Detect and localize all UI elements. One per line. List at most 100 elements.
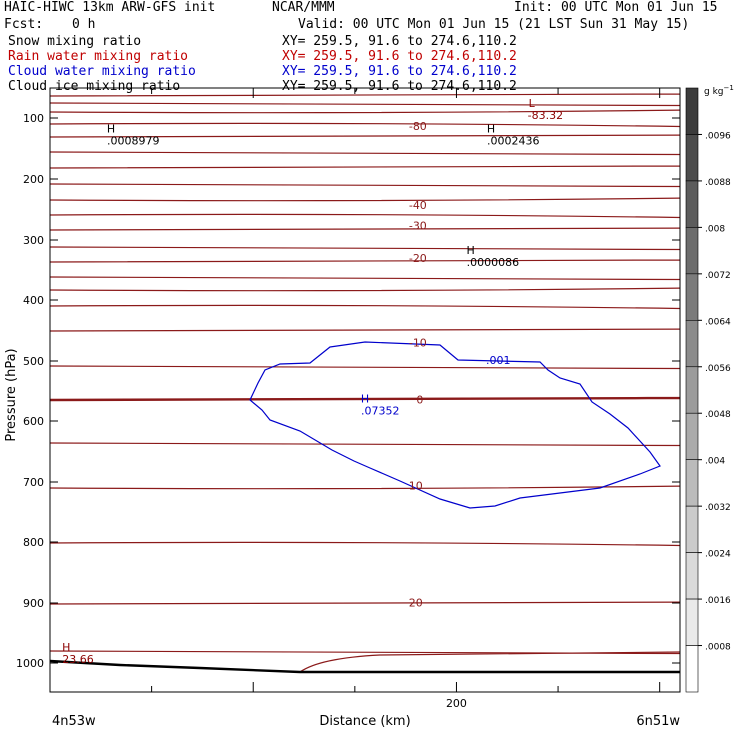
init-time: Init: 00 UTC Mon 01 Jun 15	[514, 0, 718, 15]
extremum-value: .0008979	[107, 135, 160, 148]
isotherm-line	[49, 102, 681, 107]
colorbar-unit: g kg−1	[704, 84, 734, 97]
isotherm-line	[49, 601, 681, 605]
field-snow-xy: XY= 259.5, 91.6 to 274.6,110.2	[282, 34, 517, 49]
model-title: HAIC-HIWC 13km ARW-GFS init	[4, 0, 216, 15]
isotherm-label: 20	[409, 596, 423, 609]
extremum-marker: H	[487, 123, 495, 136]
colorbar-label: .0096	[705, 131, 731, 141]
isotherm-line	[49, 485, 681, 490]
valid-time: Valid: 00 UTC Mon 01 Jun 15 (21 LST Sun …	[298, 17, 690, 32]
isotherm-label: -80	[409, 120, 427, 133]
isotherm-label: -30	[409, 219, 427, 232]
colorbar-cell	[685, 645, 699, 693]
field-cloudice-xy: XY= 259.5, 91.6 to 274.6,110.2	[282, 79, 517, 94]
colorbar-label: .0088	[705, 178, 731, 188]
terrain-surface	[49, 659, 680, 674]
isotherm-line	[49, 304, 681, 310]
extremum-value: .0002436	[487, 135, 540, 148]
cloud-water-contour-line	[249, 341, 661, 509]
field-cloudwater-name: Cloud water mixing ratio	[8, 64, 196, 79]
colorbar-cell	[685, 366, 699, 414]
isotherm-line	[49, 151, 681, 156]
extremum-value: -83.32	[528, 109, 563, 122]
isotherm-line	[49, 259, 681, 263]
isotherm-line	[49, 183, 681, 188]
cloud-water-contour	[249, 341, 661, 509]
y-tick-label: 400	[23, 294, 44, 307]
cloud-contour-label: .001	[486, 354, 511, 367]
colorbar-cell	[685, 180, 699, 228]
isotherm-line	[49, 396, 681, 402]
isotherm-line	[49, 134, 681, 138]
isotherm-label: -10	[409, 337, 427, 350]
colorbar-cell	[685, 227, 699, 275]
isotherm-line	[49, 93, 681, 97]
colorbar: .0096 .0088 .008 .0072 .0064 .0056 .0048 .004 .0…	[685, 87, 731, 693]
terrain-line	[49, 659, 680, 674]
extremum-value: 23.66	[62, 653, 94, 666]
colorbar-label: .0064	[705, 317, 731, 327]
colorbar-cell	[685, 320, 699, 368]
colorbar-cell	[685, 598, 699, 646]
colorbar-cell	[685, 87, 699, 135]
extremum-value: .07352	[361, 404, 400, 417]
isotherm-line	[49, 442, 681, 447]
extremum-marker: H	[62, 641, 70, 654]
colorbar-cell	[685, 412, 699, 460]
field-snow-name: Snow mixing ratio	[8, 34, 142, 49]
colorbar-cell	[685, 505, 699, 553]
isotherm-line	[49, 165, 681, 169]
isotherm-line	[49, 246, 681, 251]
field-rain-xy: XY= 259.5, 91.6 to 274.6,110.2	[282, 49, 517, 64]
y-tick-label: 300	[23, 234, 44, 247]
x-tick-label: 200	[446, 697, 467, 710]
y-axis-label: Pressure (hPa)	[4, 348, 19, 441]
extremum-marker: H	[107, 123, 115, 136]
isotherm-label: -20	[409, 252, 427, 265]
y-tick-label: 700	[23, 476, 44, 489]
colorbar-cell	[685, 134, 699, 182]
colorbar-label: .0016	[705, 596, 731, 606]
org-label: NCAR/MMM	[272, 0, 335, 15]
x-axis-label: Distance (km)	[319, 714, 410, 729]
isotherm-line	[49, 365, 681, 370]
isotherm-label: 10	[409, 480, 423, 493]
isotherm-line	[49, 109, 681, 114]
extremum-marker: L	[529, 97, 536, 110]
isotherm-line	[49, 197, 681, 202]
colorbar-cell	[685, 273, 699, 321]
field-cloudwater-xy: XY= 259.5, 91.6 to 274.6,110.2	[282, 64, 517, 79]
colorbar-label: .004	[705, 457, 725, 467]
plot-frame	[49, 87, 681, 693]
x-end-label: 6n51w	[636, 714, 680, 729]
y-tick-label: 500	[23, 355, 44, 368]
y-tick-label: 200	[23, 173, 44, 186]
x-start-label: 4n53w	[52, 714, 96, 729]
isotherm-line	[49, 122, 681, 128]
colorbar-label: .0024	[705, 550, 731, 560]
y-tick-label: 1000	[16, 657, 44, 670]
contour-labels: -80-40-30-20-1001020L-83.32H.0008979H.00…	[62, 97, 563, 666]
colorbar-label: .0008	[705, 643, 731, 653]
colorbar-label: .0032	[705, 503, 731, 513]
isotherm-label: -40	[409, 199, 427, 212]
fcst-label: Fcst:	[4, 17, 44, 32]
field-cloudice-name: Cloud ice mixing ratio	[8, 79, 181, 94]
isotherm-line	[49, 227, 681, 231]
y-tick-label: 600	[23, 415, 44, 428]
extremum-marker: H	[361, 392, 369, 405]
colorbar-label: .0072	[705, 271, 731, 281]
isotherm-line	[49, 213, 681, 219]
colorbar-label: .008	[705, 224, 725, 234]
isotherm-line	[49, 276, 681, 281]
fcst-value: 0 h	[72, 17, 96, 32]
colorbar-cell	[685, 459, 699, 507]
isotherm-line	[49, 328, 681, 332]
extremum-marker: H	[467, 244, 475, 257]
colorbar-label: .0056	[705, 364, 731, 374]
isotherm-lines	[49, 93, 681, 673]
colorbar-cell	[685, 552, 699, 600]
